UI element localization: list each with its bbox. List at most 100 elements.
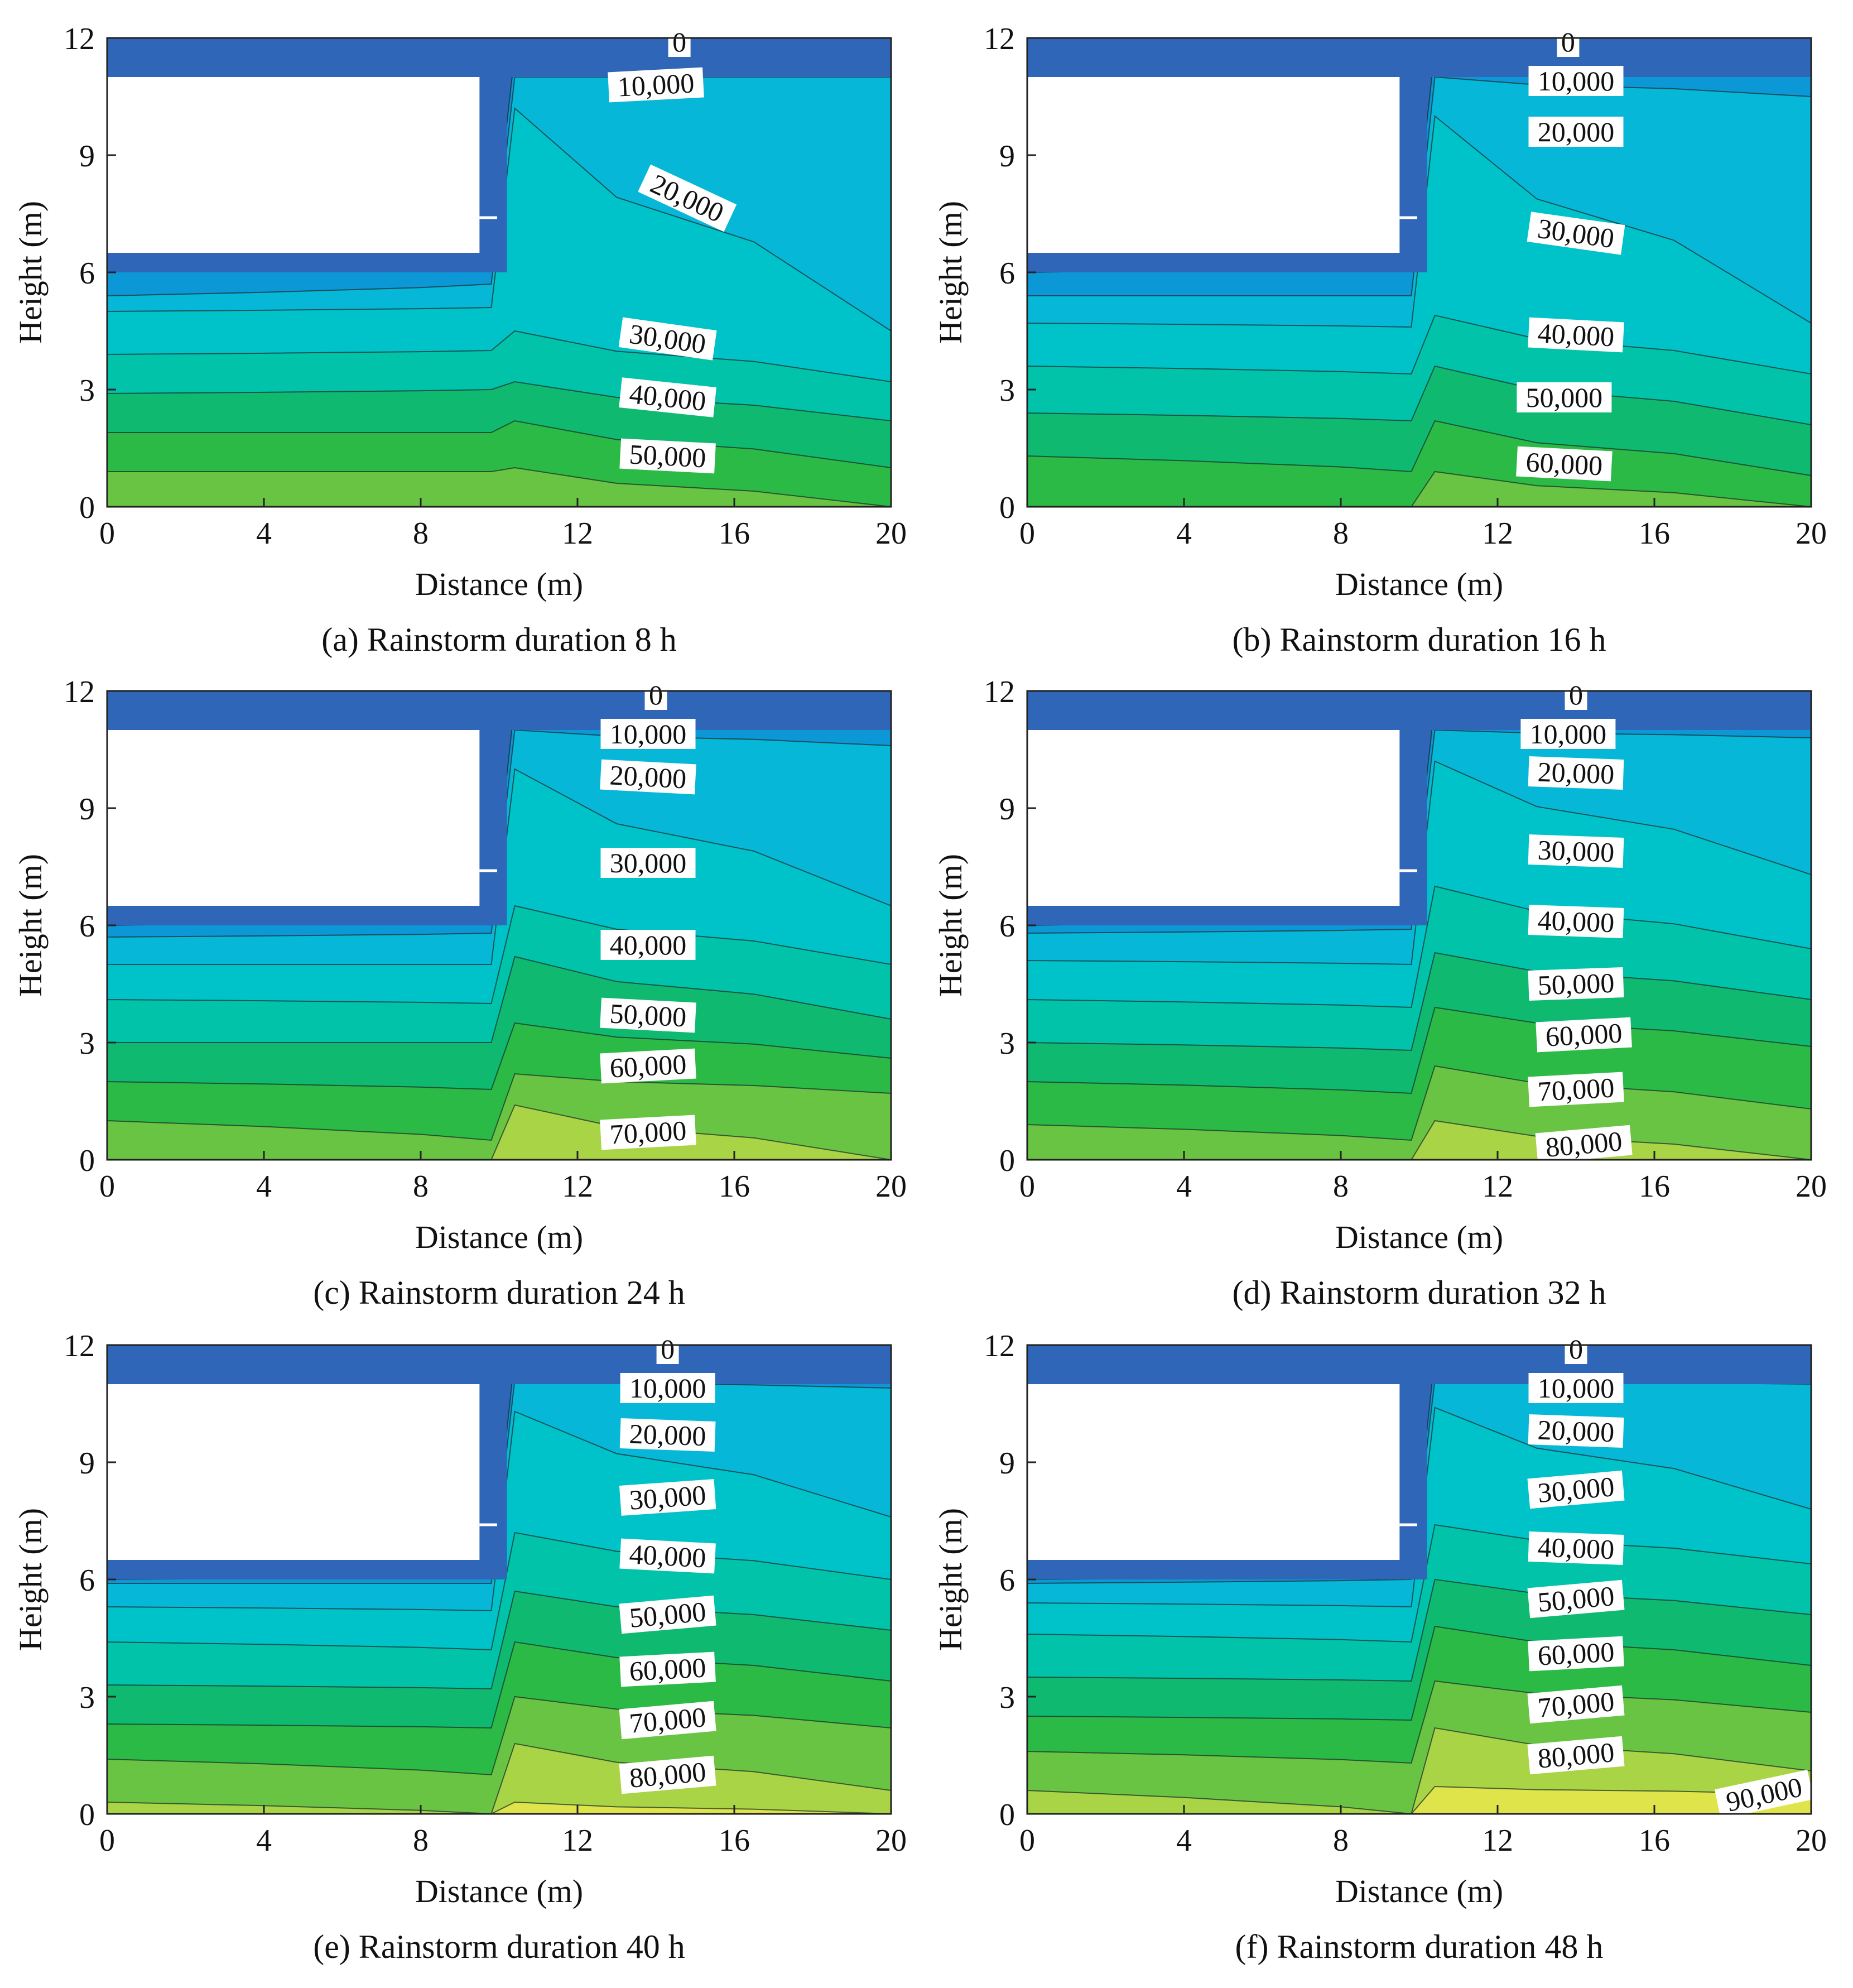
contour-label-text: 50,000 — [628, 1596, 707, 1634]
contour-label: 30,000 — [600, 847, 696, 878]
contour-label: 60,000 — [1516, 446, 1613, 482]
contour-label: 0 — [656, 1333, 679, 1365]
contour-label-text: 30,000 — [1537, 834, 1615, 868]
contour-label-text: 10,000 — [1538, 1372, 1615, 1404]
structure-top-slab — [1027, 691, 1811, 730]
contour-label-text: 50,000 — [1537, 1580, 1616, 1618]
y-tick-label: 12 — [64, 675, 95, 709]
structure-top-slab — [1027, 38, 1811, 77]
contour-label-text: 80,000 — [1544, 1125, 1624, 1163]
contour-label-text: 50,000 — [1537, 967, 1615, 1001]
contour-label: 10,000 — [1520, 718, 1616, 750]
contour-label-bg — [1565, 680, 1587, 710]
contour-label-text: 10,000 — [629, 1372, 706, 1404]
contour-label: 20,000 — [600, 759, 696, 795]
panel-caption: (d) Rainstorm duration 32 h — [1233, 1274, 1606, 1311]
structure — [1027, 1345, 1811, 1579]
panel-e: 0 10,000 20,000 30,000 40,000 50,000 60,000 70,… — [12, 1329, 907, 1965]
structure-void — [1027, 730, 1400, 906]
structure-wall — [479, 77, 507, 268]
contour-field — [107, 691, 891, 1160]
contour-label-bg — [619, 1479, 716, 1516]
contour-label-text: 40,000 — [610, 929, 687, 961]
structure-wall — [479, 730, 507, 921]
structure-void — [107, 730, 480, 906]
contour-label: 50,000 — [600, 997, 696, 1033]
contour-label-text: 10,000 — [1530, 718, 1607, 750]
contour-label-bg — [600, 930, 696, 960]
y-axis: 0 3 6 9 12 — [984, 675, 1036, 1178]
contour-label-bg — [600, 719, 696, 749]
y-axis: 0 3 6 9 12 — [64, 675, 116, 1178]
contour-label: 50,000 — [619, 1595, 716, 1634]
contour-band-6 — [1027, 420, 1811, 507]
x-tick-label: 12 — [562, 1169, 593, 1204]
contour-label-bg — [619, 1701, 716, 1740]
contour-label: 0 — [644, 679, 667, 710]
contour-label: 20,000 — [1528, 756, 1624, 790]
contour-label: 50,000 — [1527, 1579, 1625, 1619]
y-tick-label: 0 — [79, 1144, 95, 1178]
contour-label: 60,000 — [1536, 1017, 1632, 1053]
contour-label-bg — [644, 680, 667, 710]
x-tick-label: 16 — [1639, 516, 1670, 551]
contour-label-text: 20,000 — [609, 759, 687, 794]
contour-label: 10,000 — [1528, 65, 1624, 97]
x-tick-label: 20 — [1796, 1823, 1827, 1858]
y-tick-label: 12 — [984, 675, 1015, 709]
contour-label-bg — [1714, 1769, 1814, 1819]
contour-label-text: 0 — [1569, 679, 1583, 710]
x-tick-label: 20 — [1796, 516, 1827, 551]
contour-label-bg — [619, 1595, 716, 1634]
y-tick-label: 9 — [79, 1446, 95, 1481]
contour-label: 0 — [1557, 26, 1580, 57]
x-axis: 0 4 8 12 16 20 — [99, 1805, 907, 1858]
panel-caption: (f) Rainstorm duration 48 h — [1235, 1928, 1604, 1965]
contour-label-text: 40,000 — [1537, 905, 1615, 939]
contour-label-text: 20,000 — [1537, 1414, 1615, 1448]
contour-label: 40,000 — [619, 1538, 716, 1574]
contour-label-bg — [668, 27, 691, 57]
contour-band-9 — [1027, 1785, 1811, 1814]
x-axis: 0 4 8 12 16 20 — [99, 1151, 907, 1204]
structure-bottom-slab — [1027, 906, 1427, 925]
x-axis-title: Distance (m) — [1335, 566, 1503, 602]
contour-label-text: 70,000 — [1537, 1686, 1616, 1723]
contour-label-bg — [1557, 27, 1580, 57]
x-tick-label: 8 — [1333, 516, 1349, 551]
contour-label-bg — [600, 759, 696, 795]
y-tick-label: 3 — [999, 1026, 1015, 1061]
contour-label: 10,000 — [600, 718, 696, 750]
y-tick-label: 3 — [999, 1680, 1015, 1715]
x-tick-label: 12 — [1482, 1823, 1513, 1858]
contour-label-bg — [619, 1538, 716, 1574]
contour-label-bg — [1528, 117, 1624, 147]
y-tick-label: 12 — [984, 1329, 1015, 1363]
x-axis-title: Distance (m) — [415, 1873, 583, 1909]
x-tick-label: 4 — [256, 516, 272, 551]
contour-label: 30,000 — [1528, 834, 1624, 868]
structure-void — [107, 1384, 480, 1560]
contour-label-text: 20,000 — [1537, 756, 1615, 790]
contour-label: 70,000 — [619, 1701, 716, 1740]
contour-label-text: 50,000 — [628, 438, 706, 473]
y-axis-title: Height (m) — [932, 1508, 969, 1651]
structure-bottom-slab — [107, 1560, 507, 1579]
contour-band-7 — [107, 467, 891, 507]
structure-void — [107, 77, 480, 253]
contour-label-bg — [1528, 1636, 1624, 1672]
structure-wall — [479, 1384, 507, 1576]
y-axis: 0 3 6 9 12 — [984, 22, 1036, 525]
contour-label-bg — [600, 848, 696, 878]
structure-void — [1027, 77, 1400, 253]
y-tick-label: 12 — [64, 22, 95, 56]
y-tick-label: 0 — [79, 1798, 95, 1832]
contour-label-text: 0 — [1569, 1333, 1583, 1365]
contour-label-text: 50,000 — [609, 997, 687, 1033]
x-tick-label: 16 — [719, 516, 750, 551]
panel-c: 0 10,000 20,000 30,000 40,000 50,000 60,000 70,… — [12, 675, 907, 1311]
contour-label-text: 60,000 — [1544, 1017, 1623, 1052]
x-tick-label: 8 — [1333, 1823, 1349, 1858]
